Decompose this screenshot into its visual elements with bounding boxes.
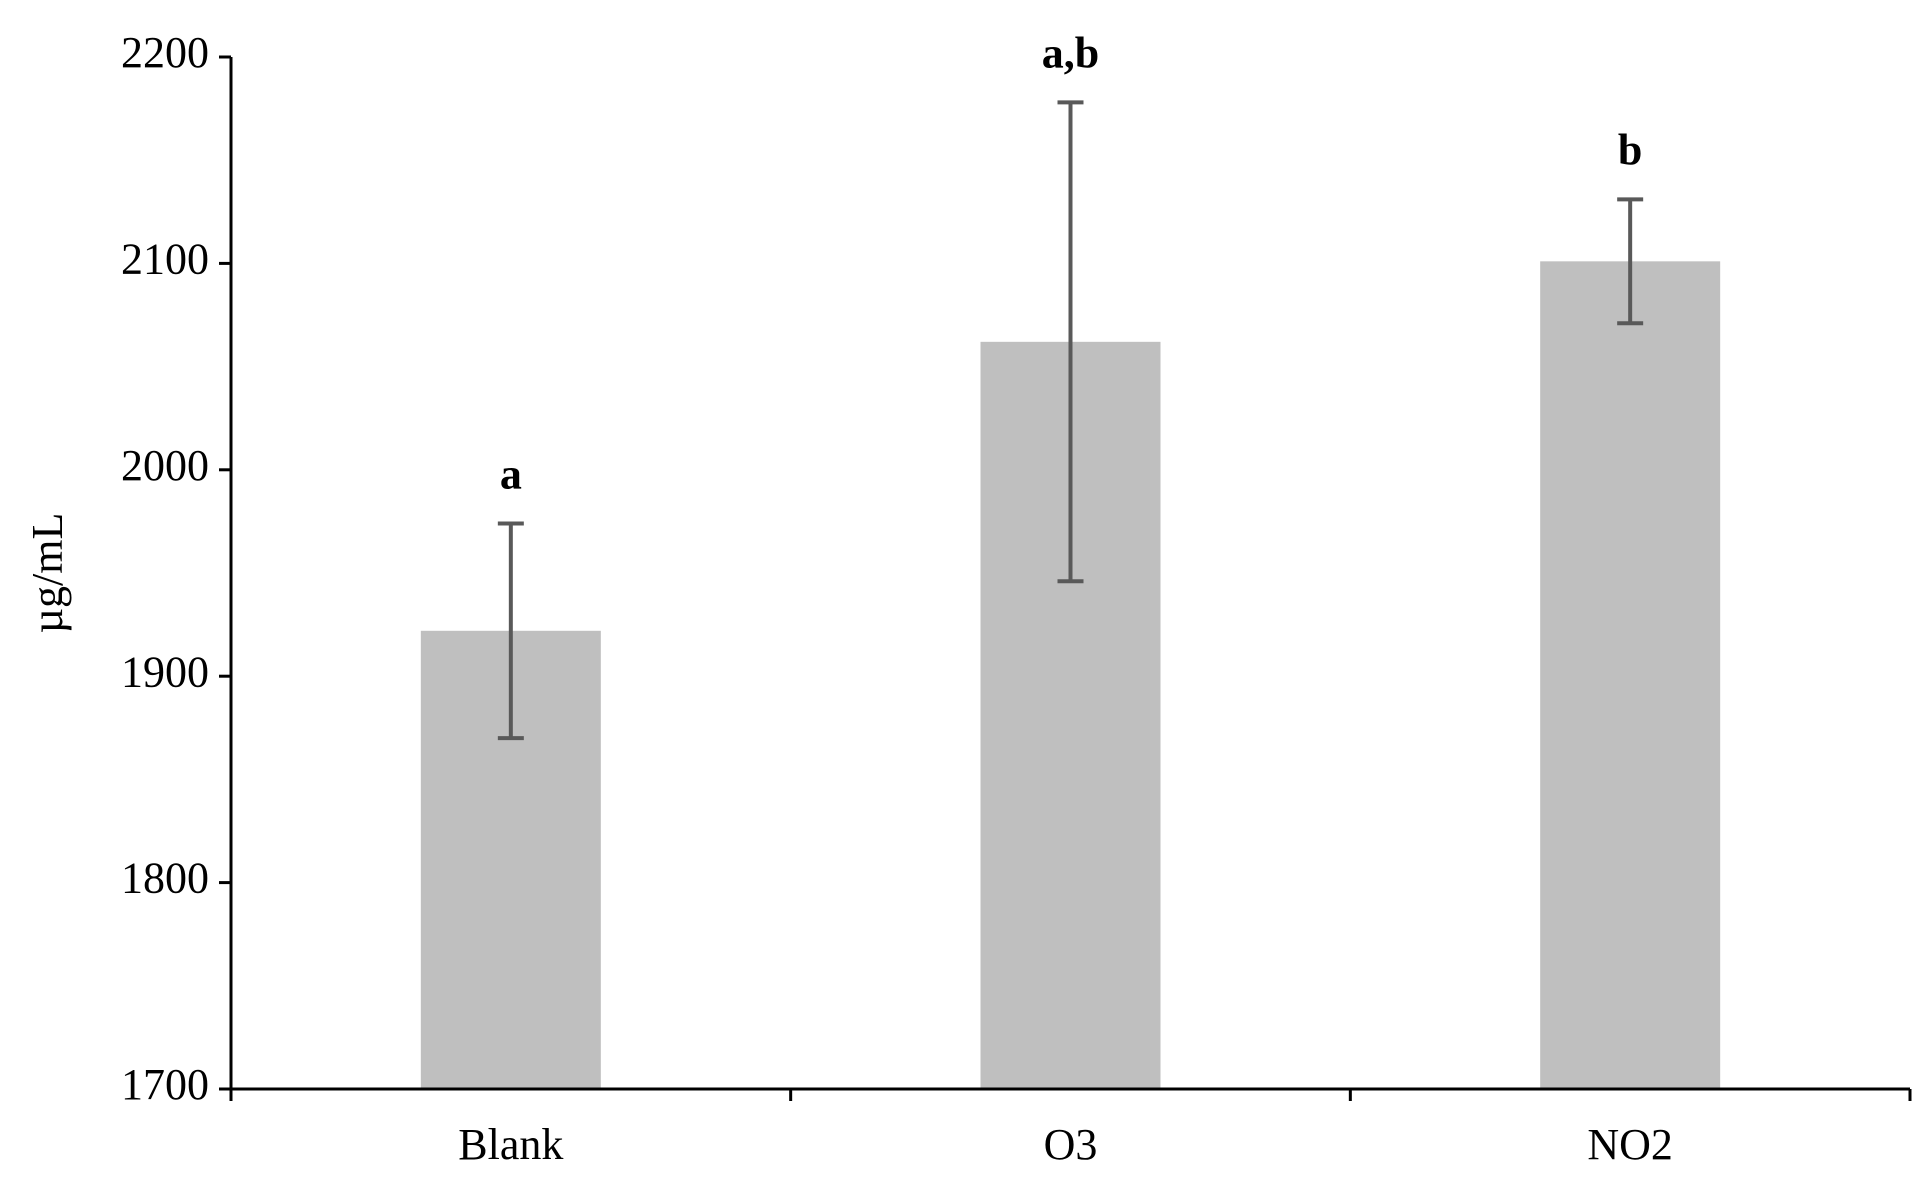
annotation: b <box>1618 126 1642 175</box>
y-tick-label: 1800 <box>121 854 209 903</box>
y-axis-label: µg/mL <box>23 513 72 634</box>
y-tick-label: 2200 <box>121 28 209 77</box>
x-tick-label: Blank <box>458 1120 563 1169</box>
x-tick-label: O3 <box>1044 1120 1098 1169</box>
y-tick-label: 1900 <box>121 647 209 696</box>
error-bar <box>1617 197 1644 326</box>
y-tick-label: 2100 <box>121 234 209 283</box>
x-tick-label: NO2 <box>1587 1120 1673 1169</box>
bar <box>1540 261 1721 1089</box>
y-tick-label: 2000 <box>121 441 209 490</box>
error-bar <box>1057 100 1084 584</box>
y-tick-label: 1700 <box>121 1060 209 1109</box>
annotation: a,b <box>1042 29 1099 78</box>
error-bar <box>497 521 524 741</box>
annotation: a <box>500 450 522 499</box>
